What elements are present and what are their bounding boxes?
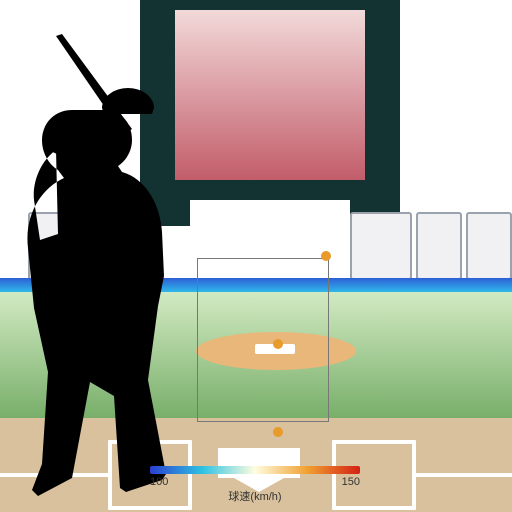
bleacher-panel (416, 212, 462, 280)
speed-legend: 100 150 球速(km/h) (150, 466, 360, 504)
batter-silhouette (0, 30, 210, 510)
legend-label: 球速(km/h) (150, 488, 360, 504)
pitch-marker (321, 251, 331, 261)
legend-gradient (150, 466, 360, 474)
legend-tick: 150 (342, 476, 360, 488)
foul-line (412, 473, 512, 477)
bleacher-panel (466, 212, 512, 280)
pitch-marker (273, 339, 283, 349)
legend-tick: 100 (150, 476, 168, 488)
pitch-marker (273, 427, 283, 437)
bleacher-panel (350, 212, 412, 280)
strike-zone (197, 258, 329, 422)
